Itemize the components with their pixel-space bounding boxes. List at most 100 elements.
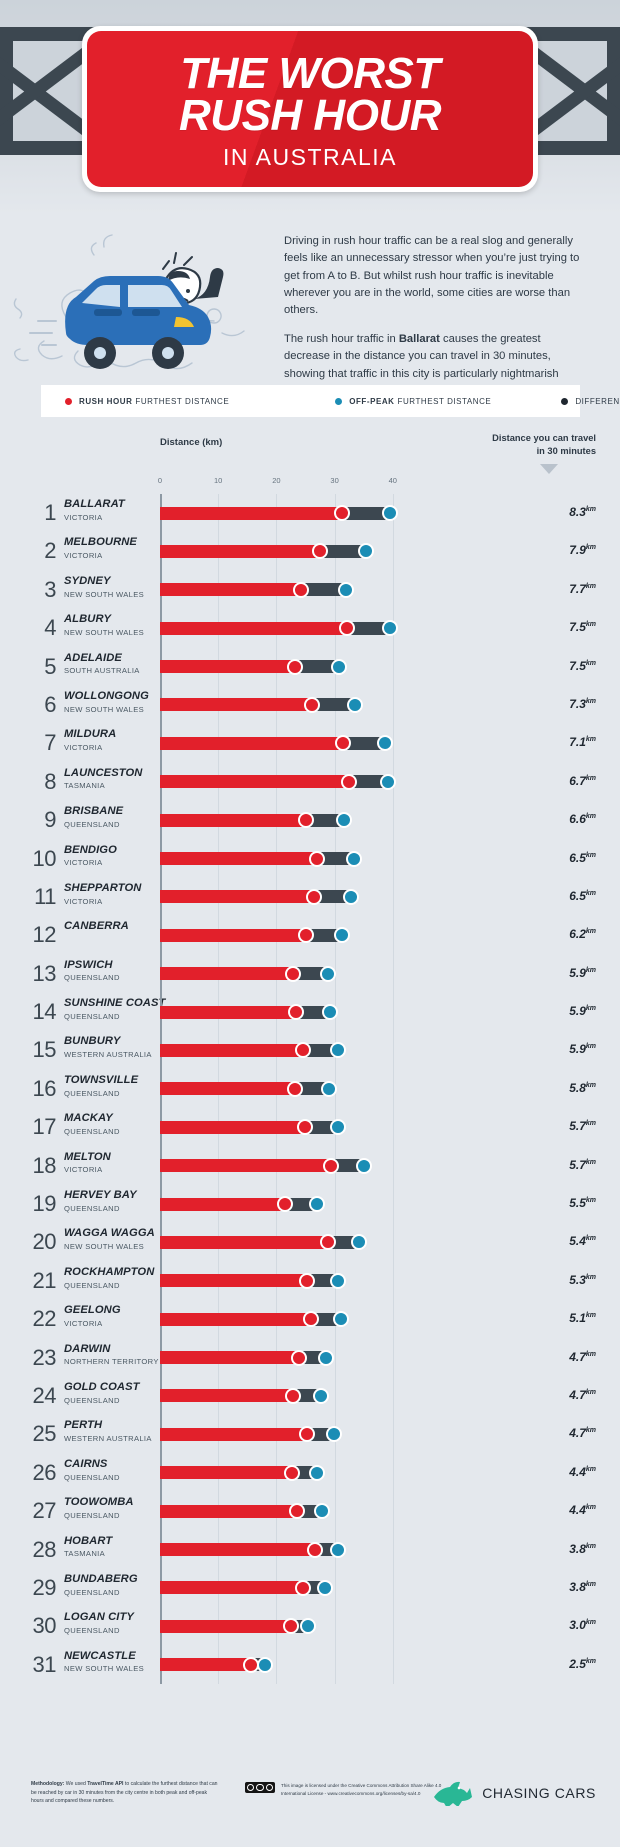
- gridline-40: [392, 1530, 394, 1569]
- dot-rush-hour: [299, 1272, 316, 1289]
- row-unit: km: [585, 621, 596, 629]
- dot-off-peak: [380, 773, 397, 790]
- row-city-block: TOWNSVILLE QUEENSLAND: [64, 1074, 156, 1098]
- dot-off-peak: [358, 543, 375, 560]
- gridline-40: [392, 1300, 394, 1339]
- row-rank: 14: [32, 999, 57, 1025]
- gridline-30: [334, 1607, 336, 1646]
- gridline-40: [392, 1607, 394, 1646]
- bar-rush-hour: [160, 1120, 305, 1134]
- row-state-name: VICTORIA: [64, 743, 103, 753]
- dot-rush-hour: [319, 1234, 336, 1251]
- dot-rush-hour: [298, 1426, 315, 1443]
- legend-item-off-peak: OFF-PEAK FURTHEST DISTANCE: [335, 397, 491, 406]
- chart-row: 15 BUNBURY WESTERN AUSTRALIA 5.9km: [0, 1031, 620, 1070]
- row-rank: 8: [44, 768, 56, 794]
- chart-row: 17 MACKAY QUEENSLAND 5.7km: [0, 1108, 620, 1147]
- row-difference-value: 8.3km: [569, 505, 596, 519]
- row-state-name: QUEENSLAND: [64, 1011, 120, 1021]
- chart-row: 3 SYDNEY NEW SOUTH WALES 7.7km: [0, 570, 620, 610]
- dot-rush-hour: [283, 1464, 300, 1481]
- row-city-block: GOLD COAST QUEENSLAND: [64, 1380, 156, 1405]
- dot-rush-hour: [282, 1618, 299, 1635]
- row-state-name: WESTERN AUSTRALIA: [64, 1050, 152, 1060]
- bar-difference: [320, 544, 367, 558]
- chart-row: 2 MELBOURNE VICTORIA 7.9km: [0, 532, 620, 571]
- row-state-name: VICTORIA: [64, 896, 103, 906]
- row-unit: km: [585, 544, 596, 552]
- row-city-name: NEWCASTLE: [64, 1649, 136, 1662]
- row-bar-track: [160, 1031, 620, 1070]
- header-banner: THE WORST RUSH HOUR IN AUSTRALIA: [0, 0, 620, 215]
- bar-rush-hour: [160, 1466, 292, 1480]
- dot-off-peak: [300, 1618, 317, 1635]
- row-rank: 31: [32, 1651, 57, 1677]
- row-bar-track: [160, 954, 620, 994]
- row-bar-track: [160, 1261, 620, 1301]
- row-unit: km: [585, 1235, 596, 1243]
- dot-off-peak: [312, 1387, 329, 1404]
- dot-rush-hour: [287, 1004, 304, 1021]
- row-difference-value: 2.5km: [569, 1656, 596, 1671]
- legend-item-difference: DIFFERENCE: [561, 397, 620, 406]
- bar-rush-hour: [160, 1043, 304, 1057]
- row-unit: km: [585, 1312, 596, 1320]
- row-state-name: QUEENSLAND: [64, 1472, 120, 1482]
- bar-rush-hour: [160, 1274, 308, 1288]
- bar-rush-hour: [160, 621, 347, 635]
- legend-dot-off-peak-icon: [335, 397, 343, 405]
- row-unit: km: [585, 1120, 596, 1128]
- row-difference-value: 6.5km: [569, 850, 596, 865]
- dot-off-peak: [317, 1349, 334, 1366]
- row-rank: 25: [32, 1421, 57, 1447]
- methodology-note: Methodology: We used TravelTime API to c…: [31, 1780, 221, 1806]
- gridline-40: [392, 1261, 394, 1301]
- row-city-block: BALLARAT VICTORIA: [64, 498, 156, 522]
- gridline-40: [392, 647, 394, 686]
- bar-rush-hour: [160, 1619, 291, 1633]
- dot-off-peak: [317, 1579, 334, 1596]
- row-city-name: BUNDABERG: [64, 1572, 138, 1585]
- dot-off-peak: [330, 1119, 347, 1136]
- row-unit: km: [585, 736, 596, 744]
- cc-circle-2: [256, 1783, 264, 1792]
- row-unit: km: [585, 697, 596, 705]
- row-city-name: WAGGA WAGGA: [64, 1227, 155, 1240]
- bar-rush-hour: [160, 1351, 299, 1365]
- intro-p2-post: causes the greatest decrease in the dist…: [284, 332, 559, 397]
- row-city-block: MACKAY QUEENSLAND: [64, 1112, 156, 1136]
- row-city-name: GOLD COAST: [64, 1380, 140, 1393]
- row-bar-track: [160, 1108, 620, 1147]
- dot-off-peak: [326, 1426, 343, 1443]
- row-state-name: QUEENSLAND: [64, 819, 120, 829]
- chart-row: 16 TOWNSVILLE QUEENSLAND 5.8km: [0, 1069, 620, 1109]
- row-difference-value: 4.4km: [569, 1503, 596, 1518]
- row-state-name: QUEENSLAND: [64, 1510, 120, 1520]
- row-rank: 6: [44, 691, 56, 717]
- row-city-name: BRISBANE: [64, 805, 124, 818]
- row-state-name: QUEENSLAND: [64, 1395, 120, 1405]
- row-difference-value: 7.5km: [569, 658, 596, 673]
- dot-rush-hour: [303, 1311, 320, 1328]
- row-state-name: NEW SOUTH WALES: [64, 589, 145, 599]
- gridline-30: [334, 1492, 336, 1531]
- x-axis-ticks: 0 10 20 30 40: [0, 476, 620, 490]
- row-difference-value: 5.3km: [569, 1272, 596, 1287]
- row-bar-track: [160, 1415, 620, 1454]
- row-city-block: GEELONG VICTORIA: [64, 1304, 156, 1328]
- bar-difference: [330, 1159, 364, 1173]
- row-state-name: VICTORIA: [64, 858, 103, 868]
- cc-circle-1: [246, 1783, 255, 1792]
- gridline-40: [392, 1453, 394, 1493]
- row-unit: km: [585, 1657, 596, 1665]
- dot-off-peak: [346, 696, 363, 713]
- row-city-name: IPSWICH: [64, 958, 113, 971]
- chart-row: 10 BENDIGO VICTORIA 6.5km: [0, 839, 620, 878]
- row-city-name: PERTH: [64, 1419, 103, 1432]
- dot-rush-hour: [297, 812, 314, 829]
- chart-row: 6 WOLLONGONG NEW SOUTH WALES 7.3km: [0, 685, 620, 725]
- gridline-30: [334, 1453, 336, 1493]
- row-bar-track: [160, 1069, 620, 1109]
- row-rank: 21: [32, 1267, 57, 1293]
- row-city-block: ALBURY NEW SOUTH WALES: [64, 613, 156, 637]
